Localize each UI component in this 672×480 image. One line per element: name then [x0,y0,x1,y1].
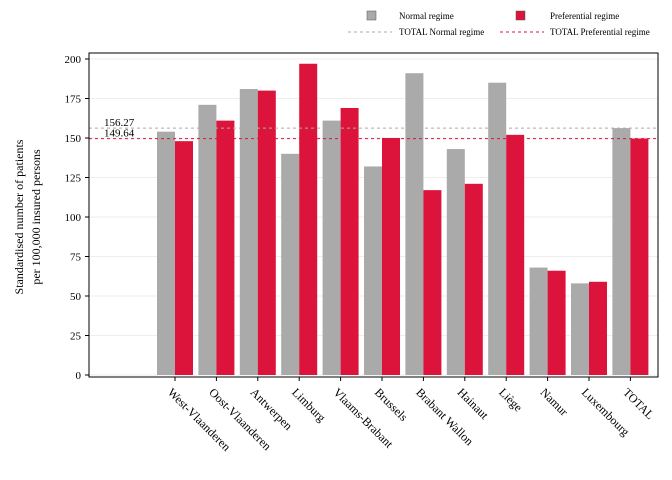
legend-swatch-preferential [515,10,526,21]
y-axis-title-line-2: per 100,000 insured persons [29,149,43,285]
reference-line-label: 156.27 [104,117,135,129]
bar-preferential [257,90,276,375]
y-axis-ticks: 0 25 50 75 100 125 150 175 200 [65,54,89,382]
y-tick-label: 50 [70,291,82,303]
legend-label-normal: Normal regime [399,11,454,21]
bar-preferential [506,134,525,375]
bar-preferential [423,190,442,375]
bar-preferential [299,63,318,376]
y-tick-label: 200 [65,54,82,66]
y-tick-label: 150 [65,133,82,145]
bar-normal [239,89,258,376]
y-tick-label: 0 [76,370,82,382]
x-tick-label: Liège [496,385,525,414]
bar-normal [529,267,548,375]
bar-normal [157,131,175,375]
legend-label-preferential: Preferential regime [550,11,619,21]
y-tick-label: 75 [70,252,82,264]
legend-swatch-normal [366,10,377,21]
x-tick-label: Limburg [289,385,328,424]
bar-preferential [589,281,607,375]
bar-normal [322,120,341,376]
plot-frame [88,52,659,378]
y-tick-label: 25 [70,331,82,343]
bar-preferential [382,138,400,375]
x-tick-label: TOTAL [620,385,657,422]
bar-preferential [340,107,359,375]
bar-preferential [464,183,483,375]
x-tick-label: Hainaut [455,385,492,422]
bar-preferential [630,138,649,375]
bar-normal [571,283,589,375]
bar-normal [446,149,465,375]
bar-normal [364,166,382,375]
y-tick-label: 100 [65,212,82,224]
legend-label-total-preferential: TOTAL Preferential regime [550,27,650,37]
bar-preferential [175,141,193,375]
bars [157,63,649,376]
y-tick-label: 125 [65,173,82,185]
bar-preferential [547,270,566,375]
x-tick-label: Brussels [372,385,411,424]
bar-normal [612,128,631,375]
x-axis-ticks: West-VlaanderenOost-VlaanderenAntwerpenL… [165,377,657,454]
bar-preferential [216,120,235,376]
bar-normal [198,104,217,375]
legend: Normal regime Preferential regime TOTAL … [348,10,650,37]
y-tick-label: 175 [65,94,82,106]
y-axis-title-line-1: Standardised number of patients [12,139,26,294]
reference-line-label: 149.64 [104,128,135,140]
legend-label-total-normal: TOTAL Normal regime [399,27,484,37]
bar-normal [405,73,424,375]
x-tick-label: Namur [537,385,570,418]
bar-normal [488,82,507,375]
bar-normal [281,153,300,375]
